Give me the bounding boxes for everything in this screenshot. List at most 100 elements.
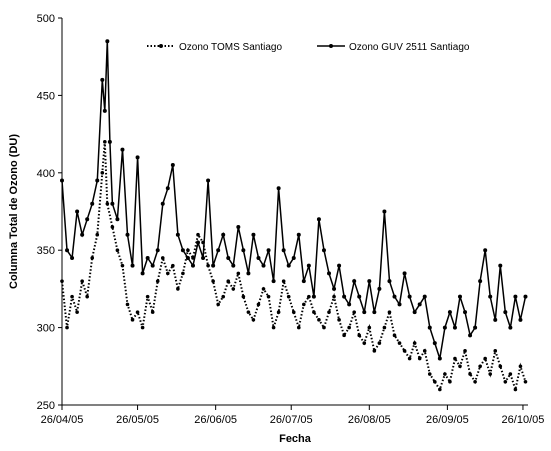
data-point bbox=[352, 310, 356, 314]
data-point bbox=[291, 255, 296, 260]
data-point bbox=[90, 201, 95, 206]
y-tick-label: 300 bbox=[37, 323, 55, 335]
data-point bbox=[107, 139, 112, 144]
data-point bbox=[236, 224, 241, 229]
data-point bbox=[508, 372, 513, 376]
data-point bbox=[160, 256, 165, 260]
x-axis-title: Fecha bbox=[279, 433, 312, 445]
legend-item: Ozono TOMS Santiago bbox=[147, 42, 282, 53]
data-point bbox=[327, 310, 331, 314]
data-point bbox=[367, 325, 372, 330]
data-point bbox=[180, 248, 185, 253]
data-point bbox=[452, 325, 457, 330]
data-point bbox=[176, 287, 180, 291]
data-point bbox=[226, 255, 231, 260]
data-point bbox=[301, 279, 306, 284]
data-point bbox=[105, 39, 110, 44]
data-point bbox=[382, 325, 387, 330]
data-point bbox=[271, 279, 276, 284]
data-point bbox=[433, 379, 437, 384]
x-tick-label: 26/06/05 bbox=[194, 414, 237, 426]
data-point bbox=[186, 248, 190, 252]
data-point bbox=[85, 217, 90, 222]
data-point bbox=[140, 325, 145, 330]
data-point bbox=[311, 294, 316, 299]
data-point bbox=[246, 271, 251, 276]
data-point bbox=[276, 310, 281, 314]
series-guv bbox=[60, 39, 528, 361]
data-point bbox=[427, 372, 432, 376]
data-point bbox=[387, 310, 392, 314]
data-point bbox=[483, 356, 487, 361]
data-point bbox=[442, 325, 447, 330]
data-point bbox=[342, 294, 347, 299]
data-point bbox=[75, 209, 80, 214]
data-point bbox=[80, 279, 84, 283]
data-point bbox=[317, 318, 321, 322]
data-point bbox=[251, 232, 256, 237]
data-point bbox=[347, 325, 351, 330]
series-line bbox=[61, 141, 527, 394]
data-point bbox=[216, 302, 220, 307]
data-point bbox=[296, 232, 301, 237]
data-point bbox=[493, 317, 498, 322]
data-point bbox=[90, 256, 95, 260]
x-tick-label: 26/10/05 bbox=[502, 414, 545, 426]
data-point bbox=[422, 349, 427, 353]
data-point bbox=[221, 294, 226, 299]
y-axis-title: Columna Total de Ozono (DU) bbox=[8, 134, 20, 289]
data-point bbox=[448, 379, 452, 384]
data-point bbox=[261, 287, 266, 291]
data-point bbox=[468, 333, 473, 338]
data-point bbox=[65, 325, 69, 330]
data-point bbox=[251, 318, 256, 322]
data-point bbox=[377, 341, 382, 345]
data-point bbox=[256, 302, 261, 307]
data-point bbox=[397, 302, 402, 307]
data-point bbox=[281, 248, 286, 253]
data-point bbox=[523, 379, 528, 384]
data-point bbox=[80, 232, 85, 237]
data-point bbox=[362, 341, 367, 345]
data-point bbox=[140, 271, 145, 276]
data-point bbox=[457, 294, 462, 299]
data-point bbox=[513, 387, 518, 392]
data-point bbox=[115, 217, 120, 222]
data-point bbox=[417, 302, 422, 307]
data-point bbox=[332, 286, 337, 291]
data-point bbox=[165, 186, 170, 191]
data-point bbox=[347, 302, 352, 307]
data-point bbox=[402, 271, 407, 276]
data-point bbox=[120, 147, 125, 152]
data-point bbox=[382, 209, 387, 214]
data-point bbox=[231, 263, 236, 268]
data-point bbox=[276, 186, 281, 191]
data-point bbox=[266, 248, 271, 253]
data-point bbox=[211, 279, 215, 283]
data-point bbox=[352, 279, 357, 284]
data-point bbox=[206, 263, 210, 268]
data-point bbox=[372, 310, 377, 315]
data-point bbox=[286, 263, 291, 268]
data-point bbox=[443, 372, 447, 376]
data-point bbox=[302, 302, 306, 307]
legend-label: Ozono TOMS Santiago bbox=[179, 42, 282, 53]
data-point bbox=[145, 255, 150, 260]
data-point bbox=[483, 248, 488, 253]
data-point bbox=[412, 341, 417, 345]
data-point bbox=[70, 255, 75, 260]
data-point bbox=[463, 349, 467, 353]
x-tick-label: 26/09/05 bbox=[426, 414, 469, 426]
data-point bbox=[226, 279, 231, 283]
data-point bbox=[488, 372, 493, 376]
data-point bbox=[286, 294, 291, 299]
data-point bbox=[130, 318, 135, 322]
data-point bbox=[392, 333, 397, 338]
data-point bbox=[75, 310, 79, 314]
data-point bbox=[266, 294, 271, 299]
data-point bbox=[60, 178, 64, 183]
data-point bbox=[155, 248, 160, 253]
data-point bbox=[498, 364, 503, 369]
data-point bbox=[241, 248, 246, 253]
